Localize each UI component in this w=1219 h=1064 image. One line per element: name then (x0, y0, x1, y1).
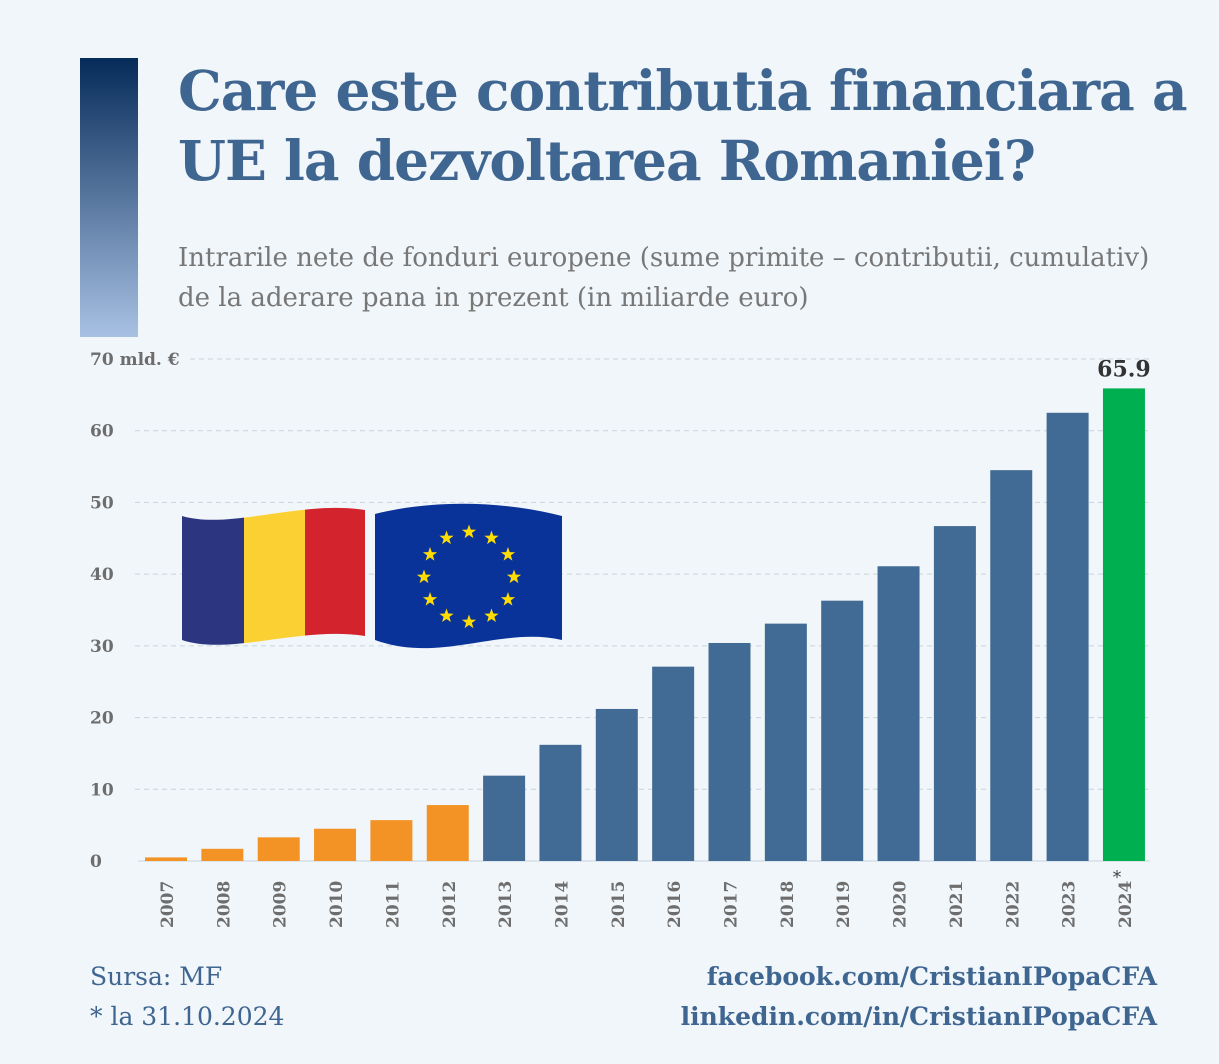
bar-2007 (145, 857, 187, 861)
source-text: Sursa: MF (90, 962, 223, 991)
bar-2011 (370, 820, 413, 861)
x-tick-label: 2023 (1060, 881, 1080, 928)
y-tick-label: 20 (90, 709, 114, 729)
x-tick-label: 2007 (158, 881, 178, 928)
x-tick-label: 2017 (722, 881, 742, 928)
bar-2016 (652, 666, 695, 861)
annotation-asterisk: * (1112, 867, 1121, 888)
x-tick-label: 2022 (1003, 881, 1023, 928)
bar-2012 (426, 805, 469, 861)
bar-2013 (483, 775, 526, 861)
x-tick-label: 2013 (496, 881, 516, 928)
x-tick-label: 2012 (440, 881, 460, 928)
star-icon (484, 530, 499, 545)
facebook-link[interactable]: facebook.com/CristianIPopaCFA (706, 962, 1157, 991)
y-tick-label: 70 mld. € (90, 350, 180, 370)
x-tick-label: 2024 (1116, 881, 1136, 928)
footer-left: Sursa: MF * la 31.10.2024 (90, 957, 284, 1037)
star-icon (439, 530, 454, 545)
y-tick-label: 30 (90, 637, 114, 657)
star-icon (484, 608, 499, 622)
bar-2008 (201, 848, 244, 861)
x-tick-label: 2018 (778, 881, 798, 928)
star-icon (506, 569, 522, 584)
bar-2019 (821, 600, 864, 861)
star-icon (500, 547, 516, 561)
y-tick-label: 60 (90, 422, 114, 442)
x-tick-label: 2014 (552, 881, 572, 928)
y-tick-label: 0 (90, 852, 102, 872)
x-tick-label: 2019 (834, 881, 854, 928)
bar-2022 (990, 470, 1033, 861)
star-icon (439, 608, 454, 622)
bar-2023 (1046, 412, 1089, 861)
bar-2021 (933, 526, 976, 861)
data-label: 65.9 (1097, 356, 1151, 382)
x-tick-label: 2008 (214, 881, 234, 928)
x-tick-label: 2016 (665, 881, 685, 928)
title-accent-bar (80, 58, 138, 337)
chart-subtitle: Intrarile nete de fonduri europene (sume… (178, 243, 1150, 313)
y-tick-label: 40 (90, 565, 114, 585)
y-tick-label: 50 (90, 493, 114, 513)
bar-2024 (1102, 388, 1145, 861)
x-tick-label: 2020 (891, 881, 911, 928)
x-tick-label: 2015 (609, 881, 629, 928)
x-tick-label: 2009 (271, 881, 291, 928)
bar-2020 (877, 566, 920, 861)
chart-title: Care este contributia financiara a UE la… (178, 58, 1188, 193)
star-icon (461, 524, 477, 539)
footer-right: facebook.com/CristianIPopaCFA linkedin.c… (681, 957, 1157, 1037)
bar-2017 (708, 642, 751, 861)
bar-2009 (257, 837, 300, 861)
star-icon (461, 614, 477, 629)
romania-flag-icon (182, 507, 365, 645)
bar-2010 (314, 828, 357, 861)
x-tick-label: 2021 (947, 881, 967, 928)
bar-2015 (595, 708, 638, 861)
eu-flag-icon (375, 503, 562, 649)
star-icon (416, 569, 432, 584)
bar-2018 (764, 623, 807, 861)
x-tick-label: 2010 (327, 881, 347, 928)
bar-2014 (539, 744, 582, 861)
y-tick-label: 10 (90, 780, 114, 800)
star-icon (500, 592, 516, 606)
date-note: * la 31.10.2024 (90, 1002, 285, 1031)
star-icon (422, 547, 438, 561)
linkedin-link[interactable]: linkedin.com/in/CristianIPopaCFA (680, 1002, 1157, 1031)
star-icon (422, 592, 438, 606)
x-tick-label: 2011 (383, 881, 403, 928)
